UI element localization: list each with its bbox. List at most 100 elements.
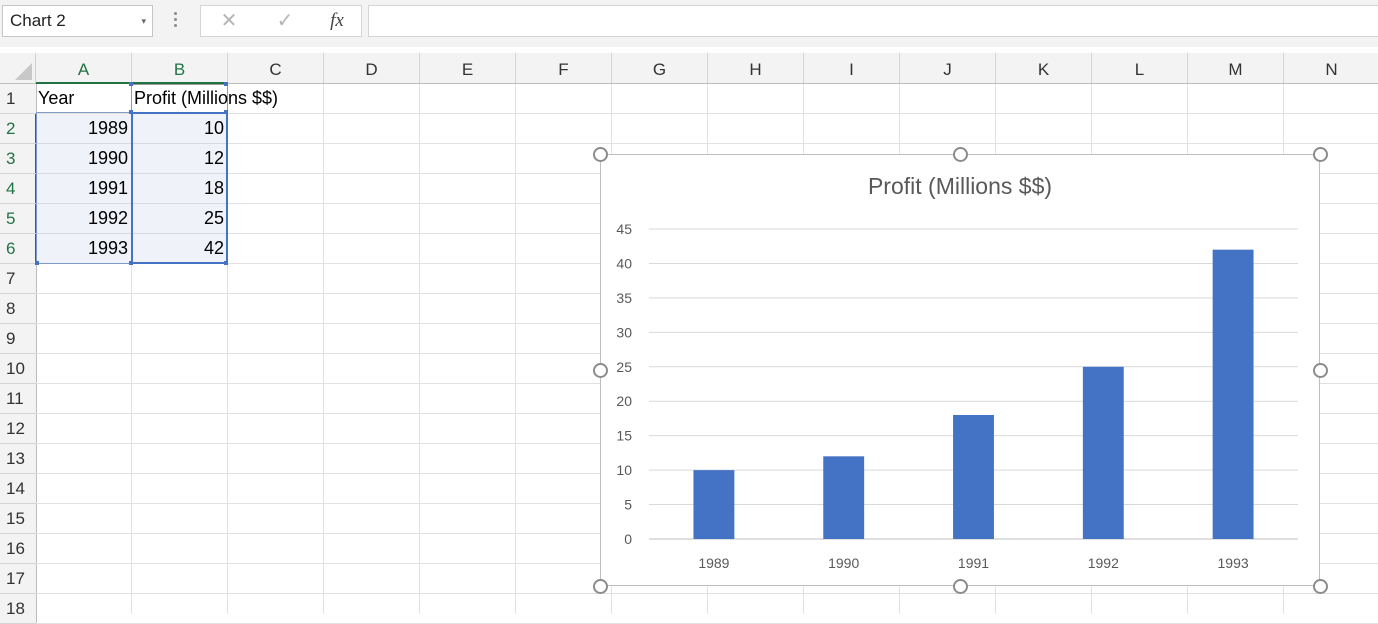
row-header-15[interactable]: 15 — [0, 504, 36, 534]
cell-b4[interactable]: 18 — [203, 178, 224, 198]
chart-resize-handle[interactable] — [1313, 147, 1328, 162]
formula-bar: Chart 2 ▾ ✕ ✓ fx — [0, 0, 1378, 47]
cell-a6[interactable]: 1993 — [87, 238, 128, 258]
row-header-5[interactable]: 5 — [0, 204, 37, 234]
column-header-k[interactable]: K — [996, 53, 1092, 83]
y-tick-label: 35 — [616, 290, 632, 306]
cell-a4[interactable]: 1991 — [87, 178, 128, 198]
x-tick-label: 1991 — [958, 555, 989, 571]
row-header-17[interactable]: 17 — [0, 564, 36, 594]
chevron-down-icon[interactable]: ▾ — [141, 16, 146, 26]
cell-a5[interactable]: 1992 — [87, 208, 128, 228]
row-header-9[interactable]: 9 — [0, 324, 36, 354]
gridline — [36, 593, 1378, 594]
row-header-1[interactable]: 1 — [0, 84, 36, 114]
row-header-6[interactable]: 6 — [0, 234, 37, 264]
column-header-l[interactable]: L — [1092, 53, 1188, 83]
row-header-13[interactable]: 13 — [0, 444, 36, 474]
chart-resize-handle[interactable] — [1313, 579, 1328, 594]
name-box[interactable]: Chart 2 ▾ — [2, 5, 153, 37]
column-header-h[interactable]: H — [708, 53, 804, 83]
column-header-i[interactable]: I — [804, 53, 900, 83]
column-header-d[interactable]: D — [324, 53, 420, 83]
y-tick-label: 5 — [624, 497, 632, 513]
column-header-m[interactable]: M — [1188, 53, 1284, 83]
row-header-7[interactable]: 7 — [0, 264, 36, 294]
name-box-value: Chart 2 — [10, 11, 66, 30]
range-resize-handle[interactable] — [224, 110, 228, 114]
gridline — [515, 84, 516, 614]
chart-plot-area[interactable]: 0 5 10 15 20 25 30 35 40 45 1989 1990 1991 1992 1993 — [601, 155, 1321, 587]
cell-b1[interactable]: Profit (Millions $$) — [134, 88, 279, 108]
row-header-8[interactable]: 8 — [0, 294, 36, 324]
y-tick-label: 10 — [616, 462, 632, 478]
range-resize-handle[interactable] — [224, 82, 228, 86]
series-name-range-highlight — [131, 84, 228, 114]
y-tick-label: 40 — [616, 255, 632, 271]
x-tick-label: 1992 — [1088, 555, 1119, 571]
row-header-16[interactable]: 16 — [0, 534, 36, 564]
cell-a1[interactable]: Year — [38, 88, 75, 108]
chart[interactable]: Profit (Millions $$) 0 5 10 15 20 25 30 35 40 45 19… — [600, 154, 1320, 586]
column-header-e[interactable]: E — [420, 53, 516, 83]
y-tick-label: 45 — [616, 221, 632, 237]
cell-b5[interactable]: 25 — [203, 208, 224, 228]
bar-1992[interactable] — [1082, 366, 1124, 539]
cell-b6[interactable]: 42 — [203, 238, 224, 258]
row-header-11[interactable]: 11 — [0, 384, 36, 414]
bar-1991[interactable] — [953, 415, 994, 539]
row-header-12[interactable]: 12 — [0, 414, 36, 444]
y-tick-label: 0 — [624, 531, 632, 547]
column-header-b[interactable]: B — [132, 53, 228, 84]
cell-b2[interactable]: 10 — [203, 118, 224, 138]
range-resize-handle[interactable] — [129, 82, 133, 86]
range-resize-handle[interactable] — [129, 261, 133, 265]
bar-1989[interactable] — [693, 470, 735, 539]
drag-handle-icon[interactable] — [174, 12, 178, 30]
range-resize-handle[interactable] — [224, 261, 228, 265]
row-header-14[interactable]: 14 — [0, 474, 36, 504]
chart-resize-handle[interactable] — [593, 363, 608, 378]
select-all-icon — [15, 63, 32, 80]
cell-b3[interactable]: 12 — [203, 148, 224, 168]
column-header-f[interactable]: F — [516, 53, 612, 83]
y-tick-label: 15 — [616, 428, 632, 444]
gridline — [131, 84, 132, 614]
range-resize-handle[interactable] — [129, 110, 133, 114]
bar-1990[interactable] — [823, 456, 865, 539]
gridline — [419, 84, 420, 614]
row-header-2[interactable]: 2 — [0, 114, 37, 144]
column-header-g[interactable]: G — [612, 53, 708, 83]
chart-resize-handle[interactable] — [953, 579, 968, 594]
row-header-10[interactable]: 10 — [0, 354, 36, 384]
chart-title[interactable]: Profit (Millions $$) — [867, 173, 1053, 199]
select-all-button[interactable] — [0, 53, 36, 83]
row-header-18[interactable]: 18 — [0, 594, 36, 624]
row-header-column: 1 2 3 4 5 6 7 8 9 10 11 12 13 14 15 16 17 18 — [0, 84, 37, 624]
cell-a3[interactable]: 1990 — [87, 148, 128, 168]
bar-1993[interactable] — [1212, 249, 1254, 539]
chart-resize-handle[interactable] — [593, 579, 608, 594]
column-header-j[interactable]: J — [900, 53, 996, 83]
gridline — [227, 84, 228, 614]
chart-resize-handle[interactable] — [593, 147, 608, 162]
row-header-3[interactable]: 3 — [0, 144, 37, 174]
chart-resize-handle[interactable] — [1313, 363, 1328, 378]
range-resize-handle[interactable] — [35, 261, 39, 265]
y-tick-label: 20 — [616, 393, 632, 409]
insert-function-button[interactable]: fx — [330, 10, 344, 31]
column-header-n[interactable]: N — [1284, 53, 1378, 83]
formula-input[interactable] — [368, 5, 1378, 37]
gridline — [323, 84, 324, 614]
chart-resize-handle[interactable] — [953, 147, 968, 162]
row-header-4[interactable]: 4 — [0, 174, 37, 204]
column-header-c[interactable]: C — [228, 53, 324, 83]
checkmark-icon[interactable]: ✓ — [276, 10, 294, 32]
x-tick-label: 1993 — [1218, 555, 1249, 571]
cell-a2[interactable]: 1989 — [87, 118, 128, 138]
gridline — [36, 113, 1378, 114]
x-tick-label: 1990 — [828, 555, 859, 571]
column-header-a[interactable]: A — [36, 53, 132, 84]
close-icon[interactable]: ✕ — [220, 10, 238, 32]
